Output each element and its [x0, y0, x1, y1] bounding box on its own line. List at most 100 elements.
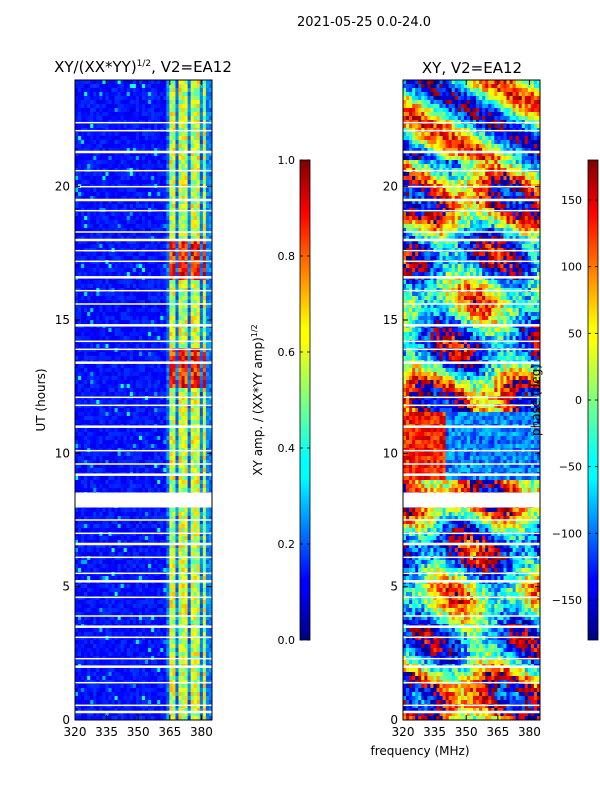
amp-cell: [199, 340, 204, 345]
amp-cell: [93, 164, 97, 169]
amp-cell: [102, 224, 106, 229]
amp-cell: [75, 456, 79, 461]
amp-cell: [84, 384, 88, 389]
amp-cell: [81, 112, 85, 117]
amp-cell: [114, 356, 119, 361]
amp-cell: [205, 380, 210, 385]
amp-cell: [102, 452, 106, 457]
amp-cell: [145, 460, 149, 465]
amp-cell: [148, 236, 152, 241]
amp-cell: [166, 272, 170, 277]
amp-cell: [166, 368, 170, 373]
amp-cell: [172, 220, 176, 225]
amp-cell: [145, 124, 149, 129]
amp-cell: [87, 512, 91, 517]
amp-cell: [169, 88, 173, 93]
amp-cell: [117, 244, 122, 249]
amp-cell: [105, 476, 109, 481]
amp-cell: [151, 352, 155, 357]
amp-cell: [126, 272, 131, 277]
amp-cell: [184, 132, 189, 137]
amp-cell: [87, 368, 91, 373]
amp-cell: [96, 84, 100, 89]
amp-cell: [117, 268, 122, 273]
amp-cell: [120, 264, 125, 269]
amp-cell: [84, 100, 88, 105]
amp-cell: [163, 420, 167, 425]
amp-cell: [108, 116, 112, 121]
amp-cell: [175, 132, 179, 137]
amp-cell: [120, 400, 125, 405]
amp-cell: [141, 116, 146, 121]
amp-cell: [102, 348, 106, 353]
amp-cell: [178, 392, 182, 397]
amp-cell: [129, 188, 134, 193]
amp-cell: [196, 520, 201, 525]
amp-cell: [84, 284, 88, 289]
amp-cell: [202, 376, 207, 381]
amp-cell: [184, 488, 189, 493]
amp-cell: [84, 456, 88, 461]
amp-cell: [105, 348, 109, 353]
amp-cell: [114, 388, 119, 393]
amp-cell: [193, 432, 198, 437]
amp-cell: [123, 460, 128, 465]
amp-cell: [145, 160, 149, 165]
amp-cell: [175, 332, 179, 337]
amp-cell: [120, 312, 125, 317]
amp-cell: [148, 132, 152, 137]
amp-cell: [148, 156, 152, 161]
amp-cell: [111, 92, 115, 97]
amp-cell: [75, 252, 79, 257]
amp-cell: [87, 152, 91, 157]
amp-cell: [141, 304, 146, 309]
amp-cell: [78, 344, 82, 349]
amp-cell: [105, 196, 109, 201]
amp-cell: [196, 480, 201, 485]
amp-cell: [84, 232, 88, 237]
amp-cell: [93, 488, 97, 493]
amp-cell: [123, 188, 128, 193]
amp-cell: [184, 392, 189, 397]
amp-cell: [141, 180, 146, 185]
amp-cell: [75, 304, 79, 309]
amp-cell: [132, 272, 137, 277]
amp-cell: [199, 256, 204, 261]
amp-cell: [120, 192, 125, 197]
amp-cell: [78, 380, 82, 385]
amp-cell: [81, 456, 85, 461]
amp-cell: [120, 280, 125, 285]
amp-cell: [93, 144, 97, 149]
amp-cell: [184, 100, 189, 105]
amp-cell: [184, 204, 189, 209]
amp-cell: [148, 408, 152, 413]
amp-cell: [163, 180, 167, 185]
amp-cell: [132, 364, 137, 369]
amp-cell: [151, 136, 155, 141]
amp-cell: [166, 352, 170, 357]
amp-cell: [148, 432, 152, 437]
amp-cell: [87, 124, 91, 129]
amp-cell: [138, 388, 143, 393]
amp-cell: [75, 224, 79, 229]
amp-cell: [172, 508, 176, 513]
amp-cell: [175, 148, 179, 153]
amp-cell: [184, 172, 189, 177]
amp-cell: [178, 384, 182, 389]
amp-cell: [111, 512, 115, 517]
amp-cell: [202, 340, 207, 345]
amp-cell: [114, 300, 119, 305]
amp-cell: [126, 316, 131, 321]
amp-cell: [166, 180, 170, 185]
amp-cell: [93, 260, 97, 265]
amp-cell: [123, 316, 128, 321]
amp-cell: [202, 384, 207, 389]
amp-cell: [181, 220, 185, 225]
amp-cell: [199, 416, 204, 421]
amp-cell: [132, 456, 137, 461]
amp-cell: [81, 452, 85, 457]
amp-cell: [75, 340, 79, 345]
amp-cell: [193, 464, 198, 469]
amp-cell: [81, 432, 85, 437]
